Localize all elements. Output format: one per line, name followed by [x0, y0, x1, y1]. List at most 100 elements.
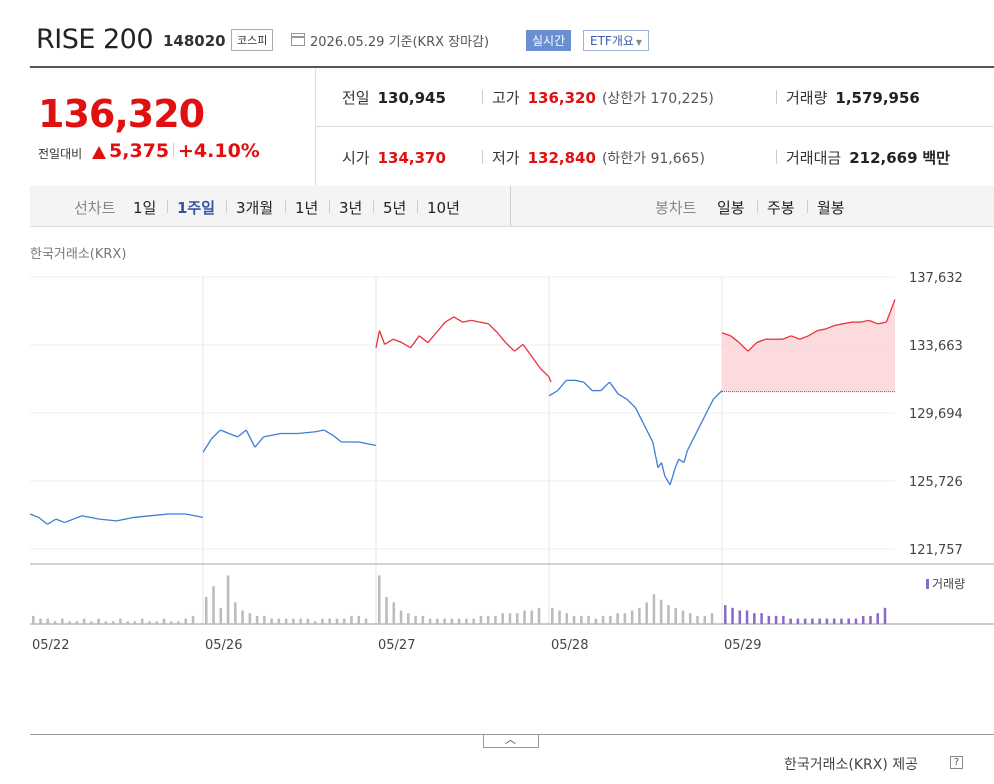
- divider: [167, 200, 168, 213]
- price-line-segment: [626, 398, 636, 409]
- collapse-button[interactable]: ︿: [483, 733, 539, 748]
- tab-1w[interactable]: 1주일: [177, 199, 216, 217]
- price-line-segment: [401, 342, 411, 349]
- price-line-segment: [99, 518, 117, 522]
- volume-bar: [724, 605, 727, 624]
- volume-bar: [328, 618, 331, 624]
- tab-5y[interactable]: 5년: [383, 199, 407, 217]
- price-line-segment: [695, 416, 706, 434]
- divider: [482, 90, 483, 104]
- price-line-segment: [782, 335, 792, 340]
- volume-bar: [162, 618, 166, 624]
- tab-3y[interactable]: 3년: [339, 199, 363, 217]
- change-label: 전일대비: [38, 147, 83, 161]
- volume-bar: [609, 615, 612, 624]
- price-line-segment: [660, 462, 666, 477]
- volume-bar: [580, 615, 583, 624]
- volume-bar: [731, 607, 734, 624]
- volume-bar: [623, 613, 627, 624]
- volume-bar: [313, 621, 317, 624]
- volume-bar: [133, 621, 137, 624]
- price-line-segment: [393, 338, 403, 344]
- volume-bar: [811, 618, 814, 624]
- current-price: 136,320: [38, 92, 205, 136]
- tab-1d[interactable]: 1일: [133, 199, 157, 217]
- price-line-segment: [877, 321, 887, 325]
- volume-bar: [667, 605, 670, 624]
- y-tick-label: 125,726: [909, 475, 963, 490]
- upper-limit: (상한가 170,225): [601, 91, 714, 107]
- price-line-segment: [799, 335, 809, 340]
- price-line-segment: [885, 299, 896, 323]
- volume-bar: [774, 615, 778, 624]
- volume-bar: [450, 618, 454, 624]
- volume-bar: [126, 621, 129, 624]
- price-line-segment: [462, 319, 472, 323]
- volume-bar: [392, 602, 396, 624]
- tab-monthly-candle[interactable]: 월봉: [817, 199, 845, 217]
- volume-bar: [659, 599, 663, 624]
- etf-overview-button[interactable]: ETF개요 ▼: [583, 30, 650, 51]
- volume-bar: [46, 618, 50, 624]
- price-line-segment: [634, 407, 645, 426]
- price-line-segment: [643, 424, 654, 443]
- volume-bar: [241, 610, 244, 624]
- price-line-segment: [323, 429, 334, 436]
- volume-bar: [696, 615, 699, 624]
- price-line-segment: [522, 343, 533, 357]
- change-value: 5,375: [109, 140, 170, 162]
- price-line-segment: [548, 376, 552, 383]
- divider: [417, 200, 418, 213]
- price-line-segment: [358, 441, 377, 447]
- volume-bar: [472, 618, 475, 624]
- tab-10y[interactable]: 10년: [427, 199, 460, 217]
- price-box: 136,320 전일대비 5,375 +4.10%: [30, 68, 316, 186]
- x-tick-label: 05/22: [32, 638, 69, 653]
- tab-weekly-candle[interactable]: 주봉: [767, 199, 795, 217]
- volume-bar: [219, 607, 223, 624]
- price-line-segment: [38, 516, 48, 525]
- volume-bar: [53, 621, 57, 624]
- volume-bar: [226, 575, 230, 624]
- price-line-segment: [600, 381, 611, 392]
- volume-bar: [350, 615, 353, 624]
- volume-bar: [494, 615, 497, 624]
- lower-limit: (하한가 91,665): [601, 151, 705, 167]
- volume-legend-label: 거래량: [932, 577, 966, 591]
- price-line-segment: [410, 335, 420, 349]
- tab-daily-candle[interactable]: 일봉: [717, 199, 745, 217]
- realtime-button[interactable]: 실시간: [526, 30, 572, 51]
- price-line-segment: [418, 335, 429, 344]
- volume-bar: [630, 610, 634, 624]
- chart-tabs: 선차트 1일 1주일 3개월 1년 3년 5년 10년 봉차트 일봉 주봉 월봉: [30, 186, 994, 227]
- tab-1y[interactable]: 1년: [295, 199, 319, 217]
- help-icon[interactable]: ?: [950, 756, 963, 769]
- price-line-segment: [220, 429, 230, 435]
- volume-bar: [703, 615, 707, 624]
- open: 시가 134,370: [342, 147, 446, 168]
- volume-bar: [299, 618, 302, 624]
- volume-bar: [191, 615, 195, 624]
- volume-bar: [82, 618, 86, 624]
- volume-bar: [212, 586, 215, 624]
- y-tick-label: 121,757: [909, 543, 963, 558]
- volume-bar: [688, 613, 692, 624]
- volume-bar: [357, 615, 361, 624]
- price-line-segment: [55, 518, 65, 524]
- volume-bar: [119, 618, 122, 624]
- divider: [373, 200, 374, 213]
- up-arrow-icon: [92, 146, 106, 159]
- open-label: 시가: [342, 149, 370, 167]
- volume-bar: [565, 613, 569, 624]
- candle-chart-label: 봉차트: [655, 199, 697, 217]
- volume-bar: [587, 615, 590, 624]
- tab-3m[interactable]: 3개월: [236, 199, 274, 217]
- volume-bar: [61, 618, 64, 624]
- volume-bar: [364, 618, 368, 624]
- divider: [285, 200, 286, 213]
- price-line-segment: [436, 321, 446, 333]
- price-line-segment: [202, 438, 213, 453]
- volume-label: 거래량: [786, 89, 828, 107]
- price-line-segment: [46, 518, 57, 525]
- x-tick-label: 05/27: [378, 638, 415, 653]
